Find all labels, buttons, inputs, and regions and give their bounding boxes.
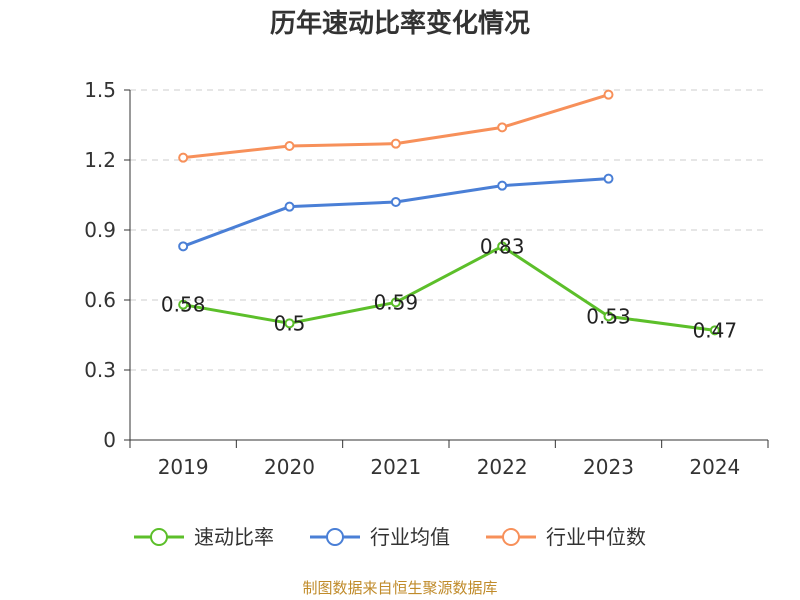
data-point[interactable] [497,241,508,252]
data-label: 0.53 [586,304,631,328]
source-note: 制图数据来自恒生聚源数据库 [302,579,498,597]
x-tick-label: 2023 [583,455,634,479]
data-point[interactable] [603,311,614,322]
series-line [182,244,716,332]
data-point[interactable] [603,89,614,100]
x-tick-label: 2024 [689,455,740,479]
x-tick-label: 2021 [370,455,421,479]
data-label: 0.83 [480,234,525,258]
legend-label: 速动比率 [194,525,274,549]
data-point[interactable] [603,173,614,184]
legend-marker [502,528,520,546]
data-point[interactable] [497,180,508,191]
y-tick-label: 0.9 [84,218,116,242]
y-tick-label: 0.3 [84,358,116,382]
y-tick-label: 1.2 [84,148,116,172]
data-point[interactable] [178,152,189,163]
data-point[interactable] [390,138,401,149]
legend-item[interactable]: 速动比率 [134,525,274,549]
data-point[interactable] [178,299,189,310]
y-tick-label: 1.5 [84,78,116,102]
x-tick-label: 2022 [477,455,528,479]
x-tick-label: 2020 [264,455,315,479]
data-point[interactable] [284,201,295,212]
y-tick-label: 0 [103,428,116,452]
legend-marker [150,528,168,546]
data-point[interactable] [284,141,295,151]
y-tick-label: 0.6 [84,288,116,312]
data-label: 0.58 [161,293,206,317]
chart-title: 历年速动比率变化情况 [269,9,530,39]
data-point[interactable] [497,122,508,133]
legend-item[interactable]: 行业均值 [310,525,450,549]
data-point[interactable] [178,241,189,252]
data-point[interactable] [709,325,720,336]
legend-item[interactable]: 行业中位数 [486,525,646,549]
legend-label: 行业中位数 [546,525,646,549]
legend-label: 行业均值 [370,525,450,549]
data-label: 0.59 [374,290,419,314]
data-point[interactable] [390,297,401,308]
data-label: 0.5 [274,311,306,335]
data-point[interactable] [390,197,401,207]
series-line [182,177,609,248]
legend-marker [326,528,344,546]
x-tick-label: 2019 [158,455,209,479]
data-point[interactable] [284,318,295,329]
data-label: 0.47 [693,318,738,342]
